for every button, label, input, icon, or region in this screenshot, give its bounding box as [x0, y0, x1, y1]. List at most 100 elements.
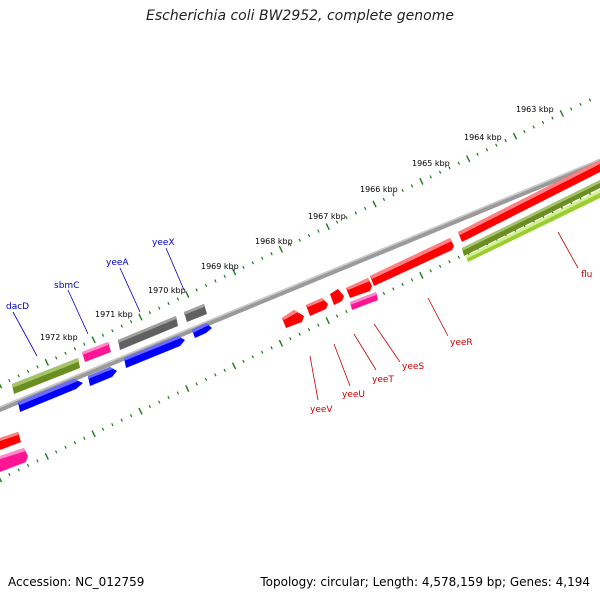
minor-tick [476, 152, 479, 156]
major-tick [44, 452, 49, 460]
gene-blue [88, 367, 117, 386]
minor-tick [73, 441, 77, 445]
major-tick [138, 407, 143, 415]
minor-tick [307, 328, 311, 332]
minor-tick [64, 351, 67, 355]
minor-tick [382, 291, 386, 296]
gene-gray [184, 304, 207, 322]
minor-tick [54, 450, 58, 454]
minor-tick [317, 323, 320, 327]
minor-tick [195, 382, 198, 386]
minor-tick [73, 347, 77, 351]
minor-tick [438, 170, 442, 174]
minor-tick [260, 256, 264, 260]
minor-tick [504, 139, 507, 143]
minor-tick [83, 436, 86, 440]
minor-tick [157, 306, 161, 310]
minor-tick [429, 269, 432, 273]
kbp-label: 1972 kbp [40, 333, 78, 342]
minor-tick [214, 279, 217, 283]
minor-tick [120, 418, 123, 422]
minor-tick [204, 283, 208, 288]
gene-label-yeeS: yeeS [402, 362, 424, 372]
gene-label-sbmC: sbmC [54, 281, 79, 291]
minor-tick [438, 264, 442, 268]
minor-tick [167, 301, 170, 306]
minor-tick [195, 288, 198, 292]
minor-tick [260, 350, 264, 354]
minor-tick [588, 98, 592, 102]
minor-tick [26, 369, 30, 374]
minor-tick [8, 472, 11, 477]
major-tick [512, 132, 518, 140]
minor-tick [36, 459, 39, 463]
minor-tick [289, 243, 292, 247]
minor-tick [335, 220, 339, 224]
minor-tick [551, 116, 554, 120]
major-tick [231, 268, 237, 276]
minor-tick [251, 261, 255, 265]
gene-label-yeeX: yeeX [152, 238, 175, 248]
minor-tick [176, 297, 180, 301]
gene-red [306, 298, 328, 316]
kbp-label: 1966 kbp [360, 185, 398, 194]
minor-tick [111, 423, 114, 427]
minor-tick [242, 265, 245, 269]
minor-tick [101, 333, 105, 337]
minor-tick [457, 161, 461, 165]
minor-tick [448, 166, 451, 170]
minor-tick [354, 211, 358, 215]
minor-tick [111, 329, 114, 333]
map-title: Escherichia coli BW2952, complete genome [146, 8, 454, 24]
label-leaders [12, 231, 579, 401]
gene-gray [118, 316, 178, 350]
minor-tick [83, 342, 86, 346]
kbp-label: 1971 kbp [95, 310, 133, 319]
gene-blue [18, 379, 83, 412]
minor-tick [401, 282, 404, 287]
kbp-label: 1970 kbp [148, 286, 186, 295]
gene-pink [82, 342, 111, 362]
forward-genes [12, 304, 212, 412]
minor-tick [532, 125, 535, 129]
major-tick [0, 477, 3, 483]
upper-tick-ruler [0, 98, 592, 389]
minor-tick [382, 197, 386, 202]
major-tick [278, 245, 284, 253]
genome-backbone [0, 158, 600, 413]
major-tick [231, 362, 237, 370]
gene-blue [192, 323, 212, 338]
major-tick [91, 430, 96, 438]
major-tick [44, 358, 49, 366]
minor-tick [167, 395, 170, 400]
minor-tick [392, 287, 395, 291]
minor-tick [251, 355, 255, 359]
minor-tick [64, 445, 67, 449]
kbp-label: 1967 kbp [308, 212, 346, 221]
kbp-label: 1964 kbp [464, 133, 502, 142]
minor-tick [363, 206, 367, 211]
major-tick [185, 291, 190, 298]
minor-tick [579, 102, 582, 107]
genome-summary: Topology: circular; Length: 4,578,159 bp… [260, 575, 590, 589]
minor-tick [223, 368, 226, 373]
minor-tick [570, 107, 573, 111]
kbp-label: 1969 kbp [201, 262, 239, 271]
major-tick [325, 317, 330, 325]
minor-tick [541, 120, 545, 125]
minor-tick [176, 391, 180, 395]
kbp-label: 1965 kbp [412, 159, 450, 168]
minor-tick [298, 332, 301, 336]
kbp-labels: 1963 kbp 1964 kbp 1965 kbp 1966 kbp 1967… [40, 105, 554, 342]
major-tick [185, 385, 190, 392]
reverse-genes [0, 160, 600, 472]
major-tick [419, 177, 424, 185]
gene-red [346, 278, 372, 298]
minor-tick [317, 229, 320, 233]
minor-tick [36, 365, 39, 369]
minor-tick [129, 414, 133, 418]
gene-label-yeeR: yeeR [450, 338, 473, 348]
minor-tick [129, 320, 133, 324]
minor-tick [298, 238, 301, 242]
major-tick [419, 271, 424, 279]
